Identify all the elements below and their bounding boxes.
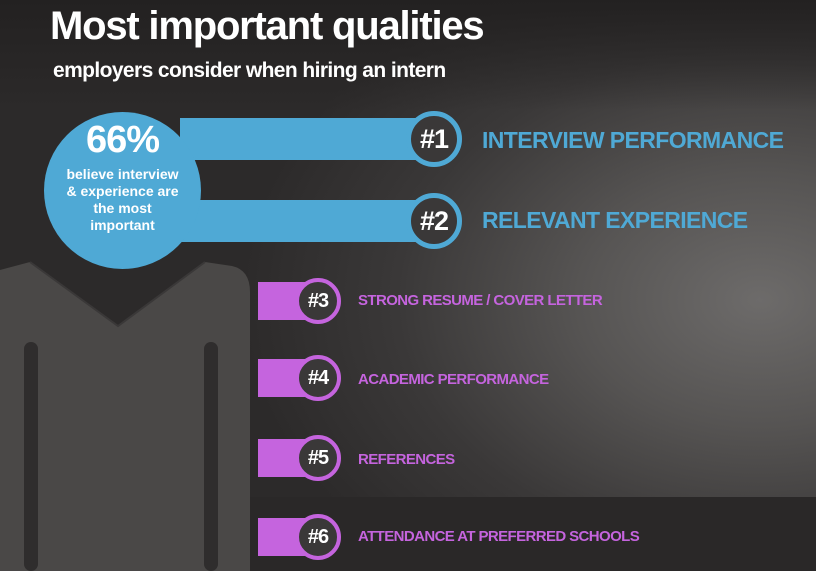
rank-1-badge: #1 [406,111,462,167]
stat-percent: 66% [85,119,160,161]
rank-6-label: ATTENDANCE AT PREFERRED SCHOOLS [358,528,640,545]
rank-2-label: RELEVANT EXPERIENCE [482,207,748,233]
rank-2-badge: #2 [406,193,462,249]
page-subtitle: employers consider when hiring an intern [53,59,446,82]
rank-4-label: ACADEMIC PERFORMANCE [358,371,549,388]
rank-4-badge: #4 [295,355,341,401]
rank-1-bar [180,118,448,160]
rank-5-label: REFERENCES [358,451,455,468]
rank-6-badge: #6 [295,514,341,560]
rank-3-badge: #3 [295,278,341,324]
rank-5-badge: #5 [295,435,341,481]
rank-1-label: INTERVIEW PERFORMANCE [482,127,784,153]
rank-2-bar [180,200,448,242]
stat-bubble: 66% believe interview & experience are t… [44,112,201,269]
stat-caption: believe interview & experience are the m… [66,166,179,233]
rank-3-label: STRONG RESUME / COVER LETTER [358,292,603,309]
page-title: Most important qualities [50,4,485,48]
